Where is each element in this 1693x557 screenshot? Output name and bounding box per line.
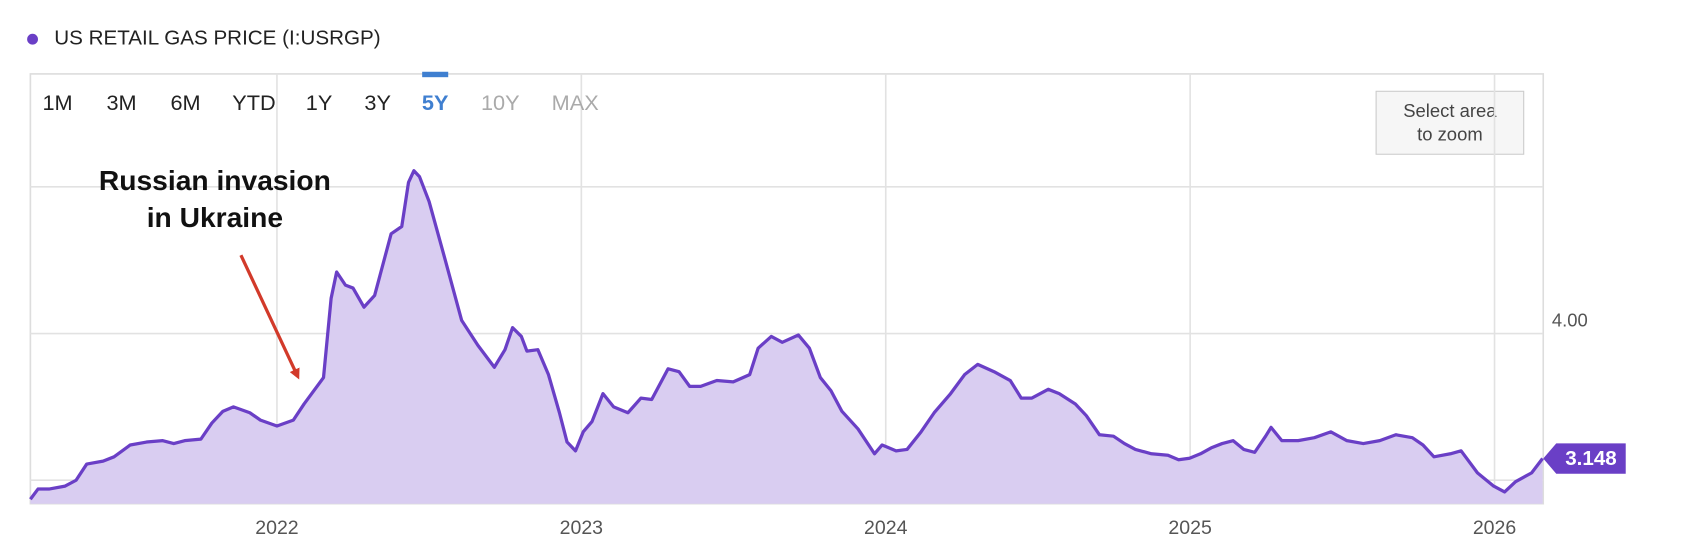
annotation: in Ukraine — [147, 201, 283, 233]
range-button[interactable]: 10Y — [481, 90, 520, 115]
x-tick-label: 2025 — [1168, 517, 1212, 539]
range-button[interactable]: 1M — [42, 90, 72, 115]
x-tick-label: 2022 — [255, 517, 298, 539]
range-button[interactable]: MAX — [552, 90, 600, 115]
active-range-indicator — [422, 71, 449, 78]
last-value-label: 3.148 — [1565, 447, 1617, 470]
zoom-hint: to zoom — [1417, 124, 1483, 145]
x-tick-label: 2024 — [864, 517, 908, 539]
range-button[interactable]: YTD — [232, 90, 275, 115]
zoom-hint-box — [1375, 90, 1525, 155]
range-button[interactable]: 6M — [171, 90, 201, 115]
legend-dot — [27, 33, 38, 45]
zoom-hint: Select area — [1403, 100, 1497, 121]
range-button[interactable]: 3Y — [364, 90, 391, 115]
range-button[interactable]: 3M — [106, 90, 136, 115]
area-fill — [30, 170, 1543, 504]
last-value-badge — [1543, 443, 1626, 474]
x-tick-label: 2026 — [1473, 517, 1516, 539]
range-button[interactable]: 5Y — [422, 90, 449, 115]
series-line — [29, 169, 1544, 501]
legend-label[interactable]: US RETAIL GAS PRICE (I:USRGP) — [54, 27, 380, 50]
annotation-arrow — [239, 254, 300, 380]
annotation: Russian invasion — [99, 164, 331, 196]
x-tick-label: 2023 — [560, 517, 603, 539]
y-tick-label: 4.00 — [1552, 309, 1588, 330]
range-button[interactable]: 1Y — [306, 90, 333, 115]
